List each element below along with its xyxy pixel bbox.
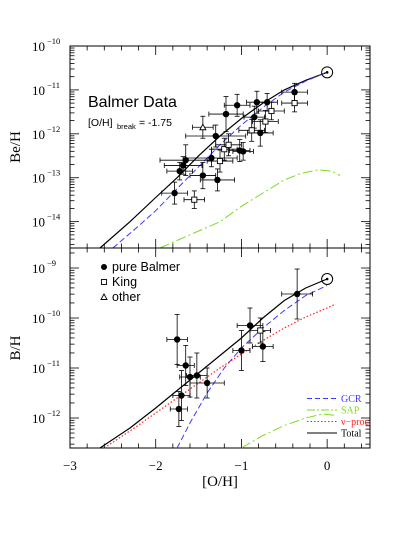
- curve-sap: [241, 413, 336, 449]
- data-point-king: [262, 118, 269, 125]
- be-annotation-main: [O/H]: [88, 117, 113, 129]
- data-point-pure-balmer: [208, 154, 215, 162]
- solar-marker: [321, 66, 334, 79]
- data-point-pure-balmer: [233, 102, 241, 109]
- legend-label-total: Total: [341, 429, 362, 440]
- ytick-label: 10: [32, 171, 45, 186]
- legend-label-sap: SAP: [341, 406, 360, 417]
- legend-label-gcr: GCR: [341, 394, 362, 405]
- be-annotation-value: = -1.75: [139, 117, 172, 129]
- be-points: [159, 66, 334, 209]
- data-point-pure-balmer: [246, 322, 254, 329]
- ytick-label: 10: [32, 411, 45, 426]
- data-point-king: [248, 127, 255, 134]
- legend-label: pure Balmer: [112, 260, 180, 274]
- data-point-pure-balmer: [293, 290, 301, 298]
- xtick-label: −1: [235, 458, 249, 473]
- ytick-label: 10: [32, 361, 45, 376]
- data-point-pure-balmer: [238, 347, 245, 354]
- data-point-pure-balmer: [239, 148, 247, 155]
- legend-label-nu_proc: ν−proc: [341, 417, 369, 428]
- b-ticks: [69, 248, 370, 448]
- ytick-label-exponent: −10: [47, 308, 60, 318]
- data-point-pure-balmer: [175, 405, 183, 413]
- b-points: [166, 268, 334, 427]
- data-point-pure-balmer: [199, 172, 207, 179]
- data-point-other: [199, 123, 207, 131]
- be-panel-title: Balmer Data: [88, 94, 177, 111]
- solar-marker-dot: [325, 277, 329, 281]
- data-point-pure-balmer: [176, 167, 183, 175]
- data-point-king: [291, 100, 298, 107]
- data-point-king: [268, 107, 275, 115]
- data-point-pure-balmer: [203, 379, 211, 387]
- solar-marker-dot: [325, 71, 329, 74]
- be-annotation-sub: break: [117, 122, 136, 131]
- ytick-label: 10: [32, 39, 45, 54]
- data-point-pure-balmer: [193, 372, 201, 379]
- legend-label: other: [112, 290, 141, 304]
- legend-label: King: [112, 275, 137, 289]
- xtick-label: −3: [63, 458, 77, 473]
- data-point-king: [257, 327, 264, 334]
- be-ylabel: Be/H: [8, 131, 24, 163]
- ytick-label: 10: [32, 83, 45, 98]
- ytick-label-exponent: −14: [47, 212, 61, 222]
- b-ylabel: B/H: [8, 335, 24, 360]
- b-xtick-labels: −3 −2 −1 0: [63, 458, 330, 473]
- curve--proc: [103, 303, 336, 449]
- ytick-label-exponent: −13: [47, 168, 60, 178]
- b-curves: [99, 278, 336, 449]
- ytick-label: 10: [32, 215, 45, 230]
- data-point-king: [216, 158, 224, 165]
- curve-total: [99, 278, 328, 449]
- data-point-pure-balmer: [173, 336, 181, 343]
- data-point-king: [221, 146, 228, 153]
- data-point-king: [191, 196, 198, 203]
- data-point-pure-balmer: [222, 110, 230, 118]
- data-point-pure-balmer: [182, 362, 189, 369]
- xtick-label: 0: [324, 458, 331, 473]
- ytick-label-exponent: −9: [47, 258, 56, 268]
- data-point-pure-balmer: [212, 132, 219, 140]
- legend-marker-square: [101, 279, 107, 285]
- ytick-label: 10: [32, 311, 45, 326]
- ytick-label-exponent: −11: [47, 358, 60, 368]
- be-annotation: [O/H] break = -1.75: [88, 117, 172, 131]
- ytick-label: 10: [32, 261, 45, 276]
- panel-b-frame: [69, 247, 371, 449]
- data-point-pure-balmer: [259, 343, 267, 350]
- data-point-pure-balmer: [251, 113, 258, 121]
- data-point-pure-balmer: [178, 392, 185, 399]
- curve-gcr: [176, 285, 328, 449]
- data-point-pure-balmer: [171, 189, 178, 197]
- data-point-pure-balmer: [257, 129, 264, 137]
- data-point-pure-balmer: [186, 373, 194, 381]
- curve-sap: [159, 169, 341, 249]
- data-point-pure-balmer: [291, 88, 298, 96]
- data-point-pure-balmer: [179, 162, 187, 169]
- solar-marker: [321, 273, 334, 285]
- ytick-label-exponent: −12: [47, 124, 60, 134]
- legend-marker-dot: [101, 264, 107, 270]
- ytick-label-exponent: −10: [47, 36, 60, 46]
- xtick-label: −2: [149, 458, 163, 473]
- data-point-king: [225, 141, 232, 148]
- legend-marker-triangle: [100, 293, 108, 300]
- data-point-pure-balmer: [214, 176, 221, 184]
- b-xlabel: [O/H]: [202, 474, 238, 490]
- ytick-label: 10: [32, 127, 45, 142]
- panel-be-frame: [69, 45, 371, 249]
- be-ticks: [69, 45, 370, 248]
- ytick-label-exponent: −11: [47, 80, 60, 90]
- ytick-label-exponent: −12: [47, 408, 60, 418]
- data-point-pure-balmer: [263, 99, 271, 106]
